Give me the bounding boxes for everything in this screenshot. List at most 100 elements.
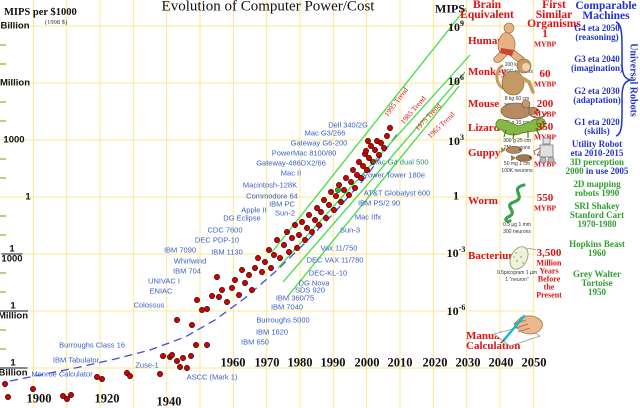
organism-label-worm: Worm [468, 195, 498, 207]
data-point [384, 133, 390, 139]
data-point [259, 269, 265, 275]
data-point [177, 364, 183, 370]
machine-label-ibm-360-75: IBM 360/75 [275, 293, 315, 303]
header-first-line2: Similar [535, 8, 573, 21]
organism-label-guppy: Guppy [468, 147, 501, 159]
x-tick-1990: 1990 [320, 355, 346, 370]
mybp-value-human: 1 [542, 28, 548, 40]
data-point [2, 381, 8, 387]
data-point [296, 232, 302, 238]
x-tick-2050: 2050 [521, 355, 547, 370]
y-tick-1: 1 [25, 191, 31, 203]
monkey-icon [493, 56, 541, 103]
milestone-utility-robot: Utility Robot eta 2010-2015 [570, 139, 624, 158]
mybp-unit-lizard: MYBP [533, 132, 557, 141]
machine-label-burroughs-5000: Burroughs 5000 [256, 315, 310, 325]
utility-robot-icon [532, 135, 560, 170]
data-point [214, 274, 220, 280]
data-point [274, 237, 280, 243]
machine-label-mac-iifx: Mac IIfx [354, 212, 382, 222]
machine-label-dec-pdp-10: DEC PDP-10 [194, 235, 240, 245]
data-point [204, 306, 210, 312]
organism-label-human: Human [468, 35, 504, 47]
header-brain-equivalent: Brain Equivalent [460, 0, 514, 21]
machine-label-ibm-ps-2-90: IBM PS/2 90 [357, 198, 401, 208]
data-point [64, 396, 70, 402]
data-point [271, 252, 277, 258]
data-point [323, 215, 329, 221]
organism-caption-worm: 0.5 µg 1 mm 300 neurons [503, 222, 531, 235]
machine-label-zuse-1: Zuse-1 [135, 360, 159, 370]
data-point [292, 222, 298, 228]
data-point [219, 287, 225, 293]
machine-label-gateway-486dx2-66: Gateway-486DX2/66 [256, 158, 326, 168]
organism-label-bacterium: Bacterium [468, 250, 518, 262]
data-point [246, 272, 252, 278]
data-point [242, 280, 248, 286]
machine-label-apple-ii: Apple II [241, 205, 267, 215]
machine-label-ibm-pc: IBM PC [269, 199, 295, 209]
x-tick-2020: 2020 [422, 355, 448, 370]
y-axis-subtitle: (1998 $) [45, 19, 68, 26]
data-point [368, 143, 374, 149]
mybp-unit-mouse: MYBP [533, 109, 557, 118]
data-point [232, 277, 238, 283]
data-point [289, 235, 295, 241]
mybp-value-worm: 550 [536, 192, 554, 204]
organism-caption-guppy: 50 mg 1 cm 100K neurons [501, 161, 533, 174]
data-point [381, 145, 387, 151]
data-point [376, 152, 382, 158]
data-point [99, 376, 105, 382]
mips-axis-title: MIPS [435, 1, 465, 16]
data-point [252, 265, 258, 271]
data-point [188, 353, 194, 359]
data-point [306, 212, 312, 218]
machine-label-ibm-1620: IBM 1620 [255, 327, 289, 337]
machine-label-vax-11-750: Vax 11/750 [320, 243, 358, 253]
data-point [169, 352, 175, 358]
x-tick-2040: 2040 [488, 355, 514, 370]
data-point [378, 140, 384, 146]
mouse-icon [496, 96, 548, 127]
header-comparable-line2: Machines [582, 9, 630, 22]
data-point [387, 125, 393, 131]
data-point [346, 192, 352, 198]
y-axis-title: MIPS per $1000 [4, 7, 77, 18]
data-point [356, 159, 362, 165]
machine-label-gateway-g6-200: Gateway G6-200 [290, 138, 348, 148]
milestone-g2: G2 eta 2030 (adaptation) [573, 86, 621, 105]
machine-label-ibm-704: IBM 704 [173, 266, 201, 276]
header-brain-line2: Equivalent [460, 8, 514, 21]
mybp-bacterium-line1: Million [536, 258, 562, 268]
mybp-unit-guppy: MYBP [533, 159, 557, 168]
y-tick-million: 1 Million [0, 301, 29, 321]
machine-label-macintosh-128k: Macintosh-128K [242, 180, 298, 190]
mips-tick-106: 106 [448, 73, 464, 88]
machine-label-colossus: Colossus [133, 300, 165, 310]
milestone-g1: G1 eta 2020 (skills) [574, 117, 620, 136]
guppy-icon [498, 144, 538, 169]
machine-label-univac-i: UNIVAC I [148, 276, 180, 286]
data-point [343, 175, 349, 181]
data-point [204, 342, 210, 348]
machine-label-powermac-8100-80: PowerMac 8100/80 [271, 148, 337, 158]
data-point [216, 294, 222, 300]
bacterium-icon [503, 245, 537, 278]
x-tick-2010: 2010 [387, 355, 413, 370]
data-point [193, 342, 199, 348]
data-point [174, 358, 180, 364]
machine-label-ibm-1130: IBM 1130 [211, 247, 243, 257]
header-first-line1: First [542, 0, 566, 11]
machine-label-sun-2: Sun-2 [274, 208, 296, 218]
manual-calculation-line1: Manual [466, 330, 503, 342]
header-brain-line1: Brain [472, 0, 502, 11]
data-point [281, 242, 287, 248]
data-point [302, 237, 308, 243]
data-point [180, 355, 186, 361]
data-point [277, 255, 283, 261]
mips-tick-109: 109 [448, 19, 464, 34]
machine-label-ibm-7090: IBM 7090 [163, 245, 197, 255]
worm-icon [500, 182, 530, 229]
x-tick-1970: 1970 [254, 355, 280, 370]
manual-calculation-line2: Calculation [466, 340, 521, 352]
